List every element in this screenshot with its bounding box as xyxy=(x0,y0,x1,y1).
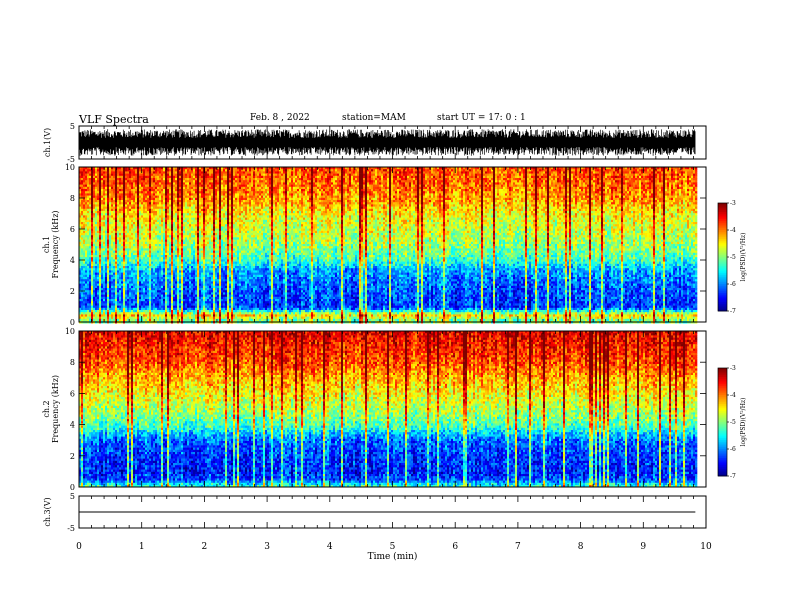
x-tick-label: 6 xyxy=(452,542,458,552)
y-tick-label: 0 xyxy=(70,483,75,492)
y-tick-label: -5 xyxy=(67,155,75,164)
y-tick-label: 8 xyxy=(70,194,75,203)
y-tick-label: 0 xyxy=(70,318,75,327)
x-minor-ticks xyxy=(78,126,707,159)
x-tick-label: 5 xyxy=(390,542,396,552)
ch3-y-label: ch.3(V) xyxy=(43,497,52,526)
ch2-colorbar-tick: -3 xyxy=(730,365,736,372)
x-tick-label: 1 xyxy=(139,542,145,552)
station-label: station=MAM xyxy=(342,113,406,123)
y-tick-label: -5 xyxy=(67,524,75,533)
y-tick-label: 6 xyxy=(70,225,75,234)
ch1-spectrogram xyxy=(79,167,698,324)
ch1-colorbar-tick: -7 xyxy=(730,308,736,315)
ch1-channel-label: ch.1 xyxy=(42,236,51,253)
ch1-waveform xyxy=(79,129,696,156)
ch2-colorbar: -3 -4 -5 -6 -7 xyxy=(717,365,736,480)
y-tick-label: 10 xyxy=(65,163,75,172)
ch2-colorbar-label: log(PSD)(V²/Hz) xyxy=(740,398,747,447)
x-tick-label: 8 xyxy=(578,542,584,552)
y-tick-label: 4 xyxy=(70,421,75,430)
ch1-colorbar: -3 -4 -5 -6 -7 xyxy=(717,200,736,315)
x-axis-label: Time (min) xyxy=(368,551,418,562)
x-tick-label: 2 xyxy=(202,542,208,552)
ch2-colorbar-tick: -6 xyxy=(730,446,736,453)
ch2-freq-ticks: 0 2 4 6 8 10 xyxy=(65,327,706,492)
ch1-colorbar-label: log(PSD)(V²/Hz) xyxy=(740,233,747,282)
x-tick-label: 4 xyxy=(327,542,333,552)
y-tick-label: 5 xyxy=(70,122,75,131)
ch1-freq-axis-label: Frequency (kHz) xyxy=(51,210,60,278)
ch1-colorbar-tick: -6 xyxy=(730,281,736,288)
x-minor-ticks xyxy=(78,167,707,322)
x-tick-label: 10 xyxy=(700,542,712,552)
date-label: Feb. 8 , 2022 xyxy=(250,113,310,123)
y-tick-label: 4 xyxy=(70,256,75,265)
start-time-label: start UT = 17: 0 : 1 xyxy=(437,113,526,123)
ch1-colorbar-tick: -4 xyxy=(730,227,736,234)
ch1-colorbar-tick: -3 xyxy=(730,200,736,207)
ch1-colorbar-tick: -5 xyxy=(730,254,736,261)
y-tick-label: 8 xyxy=(70,358,75,367)
ch1-freq-ticks: 0 2 4 6 8 10 xyxy=(65,163,706,327)
x-minor-ticks xyxy=(78,496,707,528)
y-tick-label: 10 xyxy=(65,327,75,336)
ch2-spectrogram xyxy=(79,331,698,488)
ch2-channel-label: ch.2 xyxy=(42,400,51,417)
y-tick-label: 6 xyxy=(70,389,75,398)
ch2-freq-axis-label: Frequency (kHz) xyxy=(51,375,60,443)
x-tick-label: 9 xyxy=(640,542,646,552)
ch1-y-label: ch.1(V) xyxy=(43,128,52,157)
ch1-y-ticks: 5 -5 xyxy=(67,122,706,164)
x-tick-label: 7 xyxy=(515,542,521,552)
ch2-colorbar-tick: -7 xyxy=(730,473,736,480)
y-tick-label: 2 xyxy=(70,287,75,296)
ch3-y-ticks: 5 -5 xyxy=(67,492,706,533)
plot-title: VLF Spectra xyxy=(79,113,149,126)
y-tick-label: 5 xyxy=(70,492,75,501)
x-minor-ticks xyxy=(78,331,707,487)
y-tick-label: 2 xyxy=(70,452,75,461)
x-tick-label: 0 xyxy=(76,542,82,552)
ch2-colorbar-tick: -4 xyxy=(730,392,736,399)
x-tick-label: 3 xyxy=(264,542,270,552)
time-axis: 0 1 2 3 4 5 6 7 8 9 10 Time (min) xyxy=(76,542,712,562)
ch2-colorbar-tick: -5 xyxy=(730,419,736,426)
